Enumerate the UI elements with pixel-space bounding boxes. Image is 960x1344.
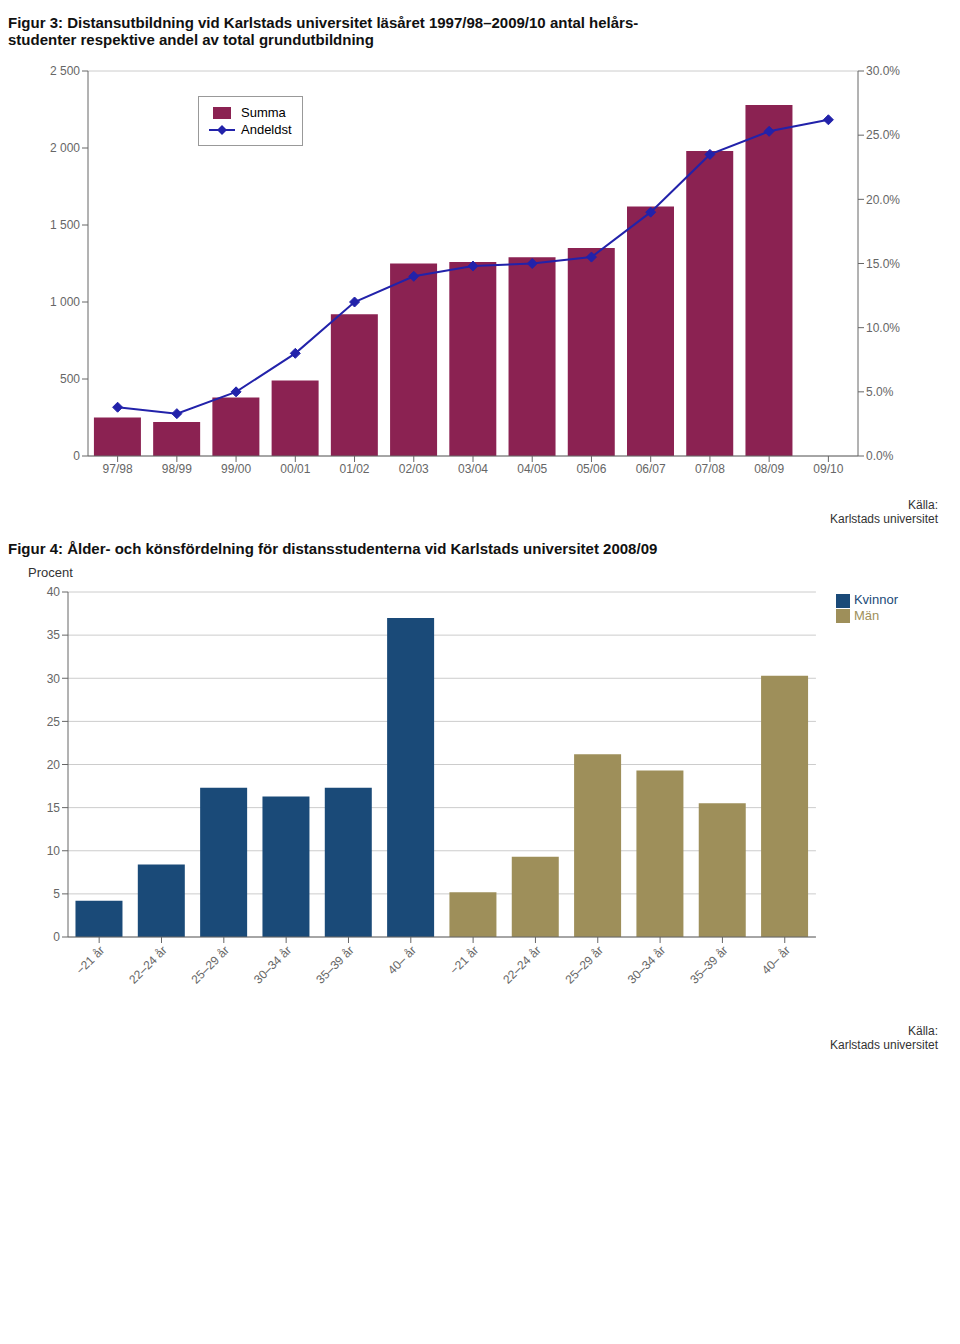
svg-text:40– år: 40– år <box>385 943 419 977</box>
svg-text:10.0%: 10.0% <box>866 321 900 335</box>
svg-text:0: 0 <box>53 930 60 944</box>
svg-text:0: 0 <box>73 449 80 463</box>
svg-text:25–29 år: 25–29 år <box>563 943 606 986</box>
html-text:Karlstads universitet: Karlstads universitet <box>830 512 938 526</box>
svg-text:97/98: 97/98 <box>103 462 133 476</box>
svg-text:03/04: 03/04 <box>458 462 488 476</box>
svg-text:10: 10 <box>47 844 61 858</box>
svg-text:40: 40 <box>47 585 61 599</box>
svg-text:5.0%: 5.0% <box>866 385 894 399</box>
svg-text:07/08: 07/08 <box>695 462 725 476</box>
svg-text:1 500: 1 500 <box>50 218 80 232</box>
svg-text:−21 år: −21 år <box>73 943 107 977</box>
svg-text:22–24 år: 22–24 år <box>126 943 169 986</box>
html-text:Figur 3: Distansutbildning vid: Figur 3: Distansutbildning vid Karlstads… <box>8 14 639 31</box>
svg-text:06/07: 06/07 <box>636 462 666 476</box>
svg-text:25: 25 <box>47 715 61 729</box>
svg-text:2 000: 2 000 <box>50 141 80 155</box>
svg-text:04/05: 04/05 <box>517 462 547 476</box>
svg-text:05/06: 05/06 <box>576 462 606 476</box>
svg-text:5: 5 <box>53 887 60 901</box>
svg-text:22–24 år: 22–24 år <box>500 943 543 986</box>
svg-text:1 000: 1 000 <box>50 295 80 309</box>
svg-text:01/02: 01/02 <box>340 462 370 476</box>
html-text:Procent: Procent <box>28 565 73 580</box>
html-text:studenter respektive andel av: studenter respektive andel av total grun… <box>8 31 374 48</box>
svg-text:35–39 år: 35–39 år <box>313 943 356 986</box>
html-text:Kvinnor: Kvinnor <box>853 592 898 607</box>
html-text:Summa: Summa <box>241 105 286 120</box>
svg-text:20: 20 <box>47 758 61 772</box>
svg-text:35: 35 <box>47 628 61 642</box>
svg-text:08/09: 08/09 <box>754 462 784 476</box>
svg-text:15.0%: 15.0% <box>866 257 900 271</box>
svg-text:20.0%: 20.0% <box>866 193 900 207</box>
svg-text:30: 30 <box>47 672 61 686</box>
svg-text:500: 500 <box>60 372 80 386</box>
html-text:Män: Män <box>853 607 880 623</box>
html-text:Källa:: Källa: <box>908 1024 938 1038</box>
svg-text:30–34 år: 30–34 år <box>625 943 668 986</box>
svg-text:00/01: 00/01 <box>280 462 310 476</box>
svg-text:02/03: 02/03 <box>399 462 429 476</box>
svg-text:15: 15 <box>47 801 61 815</box>
html-text:Karlstads universitet: Karlstads universitet <box>830 1038 938 1052</box>
svg-text:30–34 år: 30–34 år <box>251 943 294 986</box>
svg-text:99/00: 99/00 <box>221 462 251 476</box>
html-text:Figur 4: Ålder- och könsfördel: Figur 4: Ålder- och könsfördelning för d… <box>8 540 658 557</box>
svg-text:35–39 år: 35–39 år <box>687 943 730 986</box>
html-text:Källa:: Källa: <box>908 498 938 512</box>
svg-text:30.0%: 30.0% <box>866 64 900 78</box>
svg-text:0.0%: 0.0% <box>866 449 894 463</box>
svg-text:09/10: 09/10 <box>813 462 843 476</box>
html-text:Andeldst: Andeldst <box>241 122 292 137</box>
svg-text:25–29 år: 25–29 år <box>189 943 232 986</box>
svg-text:−21 år: −21 år <box>447 943 481 977</box>
svg-text:2 500: 2 500 <box>50 64 80 78</box>
svg-text:25.0%: 25.0% <box>866 128 900 142</box>
svg-text:40– år: 40– år <box>759 943 793 977</box>
svg-text:98/99: 98/99 <box>162 462 192 476</box>
